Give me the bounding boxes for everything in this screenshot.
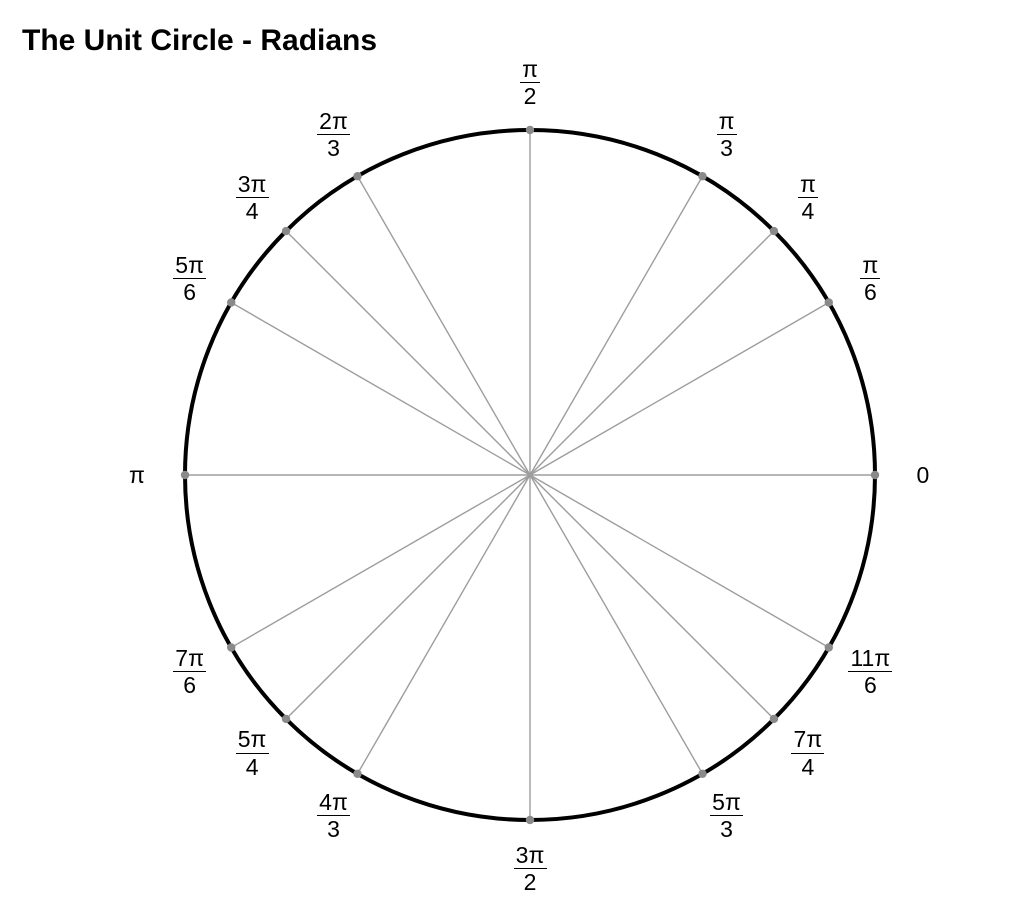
spoke [358, 475, 531, 774]
spoke [530, 475, 774, 719]
angle-dot [770, 227, 778, 235]
spoke [286, 475, 530, 719]
angle-dot [353, 770, 361, 778]
angle-pi-2-label: π2 [520, 57, 540, 108]
fraction-denominator: 3 [720, 817, 733, 841]
angle-5pi-3-label: 5π3 [710, 790, 743, 841]
angle-dot [871, 471, 879, 479]
angle-dot [227, 298, 235, 306]
angle-dot [698, 172, 706, 180]
spoke [530, 231, 774, 475]
fraction-numerator: π [522, 57, 538, 81]
fraction-denominator: 4 [246, 199, 259, 223]
fraction-numerator: 5π [175, 253, 204, 277]
angle-pi-3-label: π3 [717, 109, 737, 160]
fraction-numerator: π [719, 109, 735, 133]
angle-dot [353, 172, 361, 180]
angle-11pi-6-label: 11π6 [848, 646, 892, 697]
fraction-denominator: 2 [524, 84, 537, 108]
fraction-denominator: 3 [327, 817, 340, 841]
angle-dot [282, 715, 290, 723]
angle-pi-6-label: π6 [860, 253, 880, 304]
angle-2pi-3-label: 2π3 [317, 109, 350, 160]
angle-7pi-4-label: 7π4 [791, 727, 824, 778]
angle-5pi-4-label: 5π4 [236, 727, 269, 778]
angle-5pi-6-label: 5π6 [173, 253, 206, 304]
spoke [530, 176, 703, 475]
angle-dot [698, 770, 706, 778]
fraction-numerator: π [129, 463, 145, 487]
spoke [530, 475, 829, 648]
spoke [530, 303, 829, 476]
spoke [231, 475, 530, 648]
fraction-denominator: 3 [327, 136, 340, 160]
spoke [231, 303, 530, 476]
fraction-denominator: 4 [801, 199, 814, 223]
angle-7pi-6-label: 7π6 [173, 646, 206, 697]
angle-3pi-2-label: 3π2 [514, 843, 547, 894]
fraction-denominator: 6 [864, 280, 877, 304]
angle-pi-4-label: π4 [798, 172, 818, 223]
unit-circle-diagram [100, 45, 960, 905]
angle-dot [181, 471, 189, 479]
fraction-numerator: 5π [238, 727, 267, 751]
angle-dot [526, 816, 534, 824]
fraction-denominator: 6 [864, 673, 877, 697]
fraction-numerator: 2π [319, 109, 348, 133]
fraction-numerator: 5π [712, 790, 741, 814]
fraction-denominator: 6 [183, 280, 196, 304]
angle-dot [825, 298, 833, 306]
spoke [530, 475, 703, 774]
spoke [286, 231, 530, 475]
fraction-numerator: π [800, 172, 816, 196]
angle-4pi-3-label: 4π3 [317, 790, 350, 841]
fraction-denominator: 2 [524, 870, 537, 894]
spoke [358, 176, 531, 475]
angle-dot [526, 126, 534, 134]
fraction-numerator: 3π [238, 172, 267, 196]
fraction-denominator: 4 [801, 755, 814, 779]
fraction-numerator: 3π [516, 843, 545, 867]
fraction-numerator: 0 [917, 463, 930, 487]
fraction-numerator: π [862, 253, 878, 277]
fraction-denominator: 4 [246, 755, 259, 779]
angle-0-label: 0 [917, 463, 930, 487]
angle-pi-label: π [129, 463, 145, 487]
fraction-denominator: 3 [720, 136, 733, 160]
fraction-denominator: 6 [183, 673, 196, 697]
angle-dot [770, 715, 778, 723]
angle-3pi-4-label: 3π4 [236, 172, 269, 223]
angle-dot [825, 643, 833, 651]
fraction-numerator: 11π [850, 646, 890, 670]
fraction-numerator: 7π [175, 646, 204, 670]
fraction-numerator: 7π [794, 727, 823, 751]
fraction-numerator: 4π [319, 790, 348, 814]
angle-dot [227, 643, 235, 651]
angle-dot [282, 227, 290, 235]
